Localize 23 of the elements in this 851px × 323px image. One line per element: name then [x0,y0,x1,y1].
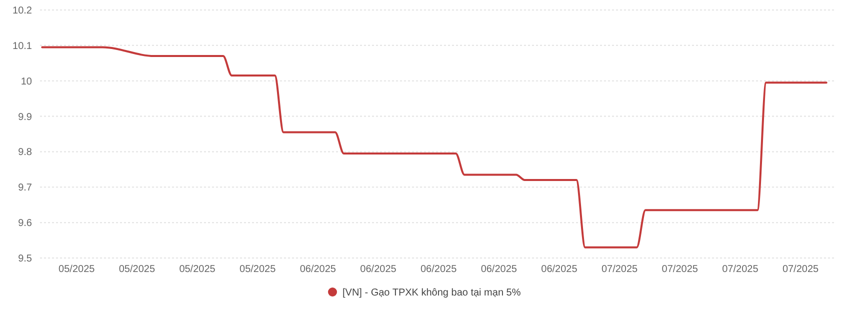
x-tick-label: 05/2025 [179,264,216,275]
x-tick-label: 07/2025 [601,264,638,275]
y-tick-label: 9.6 [18,218,32,230]
y-tick-label: 9.8 [18,147,32,158]
x-tick-label: 06/2025 [541,264,578,275]
x-tick-label: 05/2025 [240,264,276,275]
y-tick-label: 9.5 [18,254,32,264]
y-tick-label: 10 [20,76,32,88]
x-tick-label: 06/2025 [360,264,397,275]
x-tick-label: 07/2025 [722,264,759,275]
x-tick-label: 05/2025 [118,264,156,275]
x-tick-label: 07/2025 [662,264,698,275]
x-tick-label: 05/2025 [58,264,96,275]
y-tick-label: 9.9 [18,112,32,123]
x-tick-label: 06/2025 [420,264,458,275]
x-tick-label: 06/2025 [300,264,336,275]
line-series [41,46,828,248]
y-tick-label: 10.2 [12,6,32,16]
y-tick-label: 9.7 [18,182,32,194]
y-tick-label: 10.1 [12,40,32,52]
legend-label: [VN] - Gạo TPXK không bao tại mạn 5% [342,288,521,298]
x-tick-label: 07/2025 [782,264,820,275]
x-tick-label: 06/2025 [480,264,518,275]
